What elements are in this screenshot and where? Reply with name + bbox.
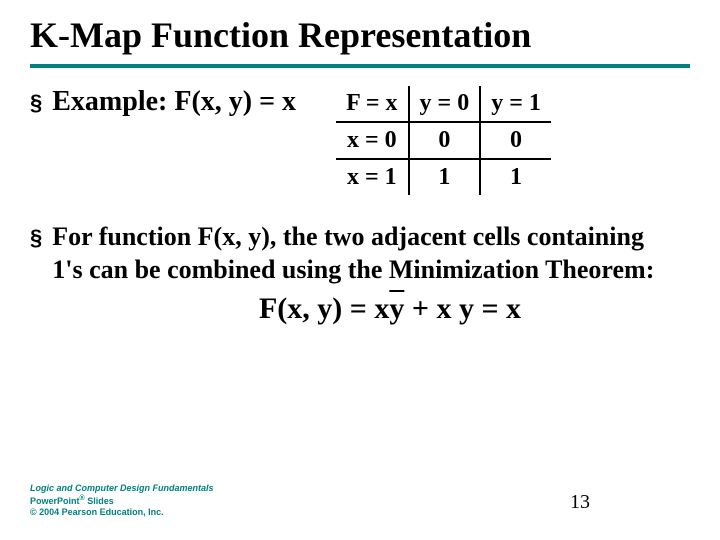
minimization-equation: F(x, y) = xy + x y = x <box>90 292 690 326</box>
kmap-cell-01: 0 <box>480 122 551 159</box>
equation-lhs: F(x, y) = x <box>259 292 389 325</box>
kmap-table: F = x y = 0 y = 1 x = 0 0 0 x = 1 1 1 <box>336 86 551 195</box>
kmap-row-x0: x = 0 <box>336 122 408 159</box>
example-label: Example: F(x, y) = x <box>52 86 296 118</box>
footer-line1: Logic and Computer Design Fundamentals <box>30 483 214 494</box>
kmap-col-y1: y = 1 <box>480 86 551 122</box>
kmap-cell-10: 1 <box>409 159 481 195</box>
kmap-corner: F = x <box>336 86 408 122</box>
footer-line3: © 2004 Pearson Education, Inc. <box>30 507 214 518</box>
bullet-marker-2: § <box>30 225 42 251</box>
kmap-row-x1: x = 1 <box>336 159 408 195</box>
title-underline <box>30 64 690 68</box>
bullet-marker-1: § <box>30 90 42 116</box>
kmap-cell-00: 0 <box>409 122 481 159</box>
kmap-cell-11: 1 <box>480 159 551 195</box>
kmap-col-y0: y = 0 <box>409 86 481 122</box>
equation-ybar: y <box>389 292 404 325</box>
footer-credit: Logic and Computer Design Fundamentals P… <box>30 483 214 518</box>
equation-rest: + x y = x <box>404 292 521 325</box>
page-number: 13 <box>570 491 590 514</box>
theorem-text: For function F(x, y), the two adjacent c… <box>52 221 672 286</box>
footer-line2: PowerPoint® Slides <box>30 495 214 507</box>
slide-title: K-Map Function Representation <box>30 14 690 56</box>
